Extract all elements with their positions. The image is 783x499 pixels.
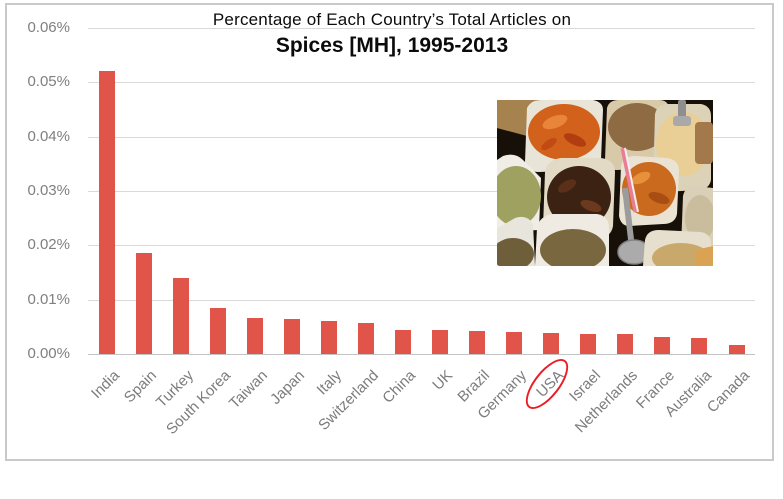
bar-turkey [172, 278, 189, 354]
bar-australia [691, 338, 708, 354]
y-tick-label: 0.02% [27, 236, 70, 254]
gridline [88, 82, 755, 84]
gridline [88, 136, 755, 138]
sack-bottom-center [535, 214, 609, 266]
gridline [88, 191, 755, 192]
bar-china [395, 330, 411, 354]
sack-chilies [525, 100, 603, 172]
bar-israel [580, 334, 597, 354]
y-tick-label: 0.00% [27, 345, 70, 362]
sack-edge [695, 122, 713, 164]
bar-canada [728, 345, 745, 354]
chart-title-line2: Spices [MH], 1995-2013 [275, 34, 509, 57]
gridline [88, 299, 755, 301]
y-tick-label: 0.05% [27, 73, 70, 91]
bar-germany [506, 332, 523, 354]
y-tick-label: 0.06% [27, 19, 70, 37]
bar-uk [432, 330, 449, 354]
y-tick-label: 0.04% [27, 127, 70, 145]
chart-canvas: Percentage of Each Country’s Total Artic… [5, 3, 774, 461]
y-tick-label: 0.01% [27, 290, 70, 308]
chart-frame [5, 3, 774, 461]
spice-market-photo [497, 100, 713, 266]
sack-golden-corner [695, 246, 713, 266]
y-tick-label: 0.03% [27, 182, 70, 199]
gridline [88, 245, 755, 247]
chart-title-line1: Percentage of Each Country’s Total Artic… [212, 10, 572, 29]
chart-title: Percentage of Each Country’s Total Artic… [42, 9, 742, 59]
bar-france [654, 337, 671, 354]
x-axis-line [88, 354, 755, 355]
bar-spain [135, 253, 152, 354]
ladle [617, 187, 651, 265]
bar-netherlands [617, 334, 634, 354]
sack-brown-grain [605, 100, 669, 170]
bar-taiwan [246, 318, 263, 354]
sack-orange-spice [619, 147, 679, 226]
gridline [88, 28, 755, 30]
bar-south-korea [209, 308, 226, 354]
bar-usa [543, 333, 560, 354]
bar-japan [283, 319, 300, 354]
bar-italy [320, 321, 337, 354]
bar-switzerland [357, 323, 374, 354]
bar-india [98, 71, 115, 354]
sack-olive [497, 216, 535, 266]
bar-brazil [469, 331, 486, 354]
sack-cardamom [497, 154, 541, 232]
